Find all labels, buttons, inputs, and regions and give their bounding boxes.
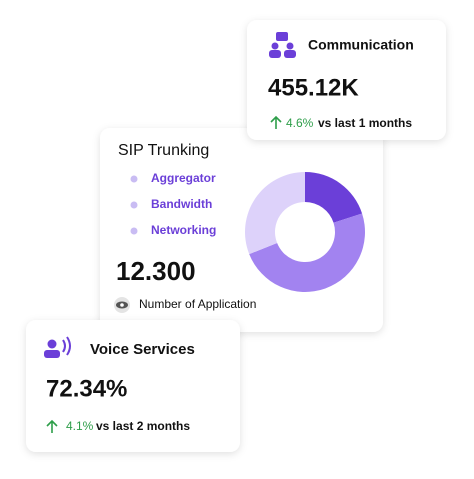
change: 4.1% bbox=[66, 419, 94, 433]
legend-dot bbox=[130, 227, 138, 235]
legend-dot bbox=[130, 175, 138, 183]
legend-dot bbox=[130, 201, 138, 209]
sip-card: SIP Trunking Aggregator Bandwidth Networ… bbox=[100, 128, 383, 332]
voice-icon bbox=[44, 336, 71, 358]
card-bg bbox=[26, 320, 240, 452]
up-arrow bbox=[46, 419, 58, 433]
caption: Number of Application bbox=[139, 297, 256, 311]
donut-segment bbox=[249, 213, 366, 293]
change: 4.6% bbox=[286, 116, 314, 130]
up-arrow bbox=[270, 115, 282, 129]
donut-segment bbox=[305, 172, 363, 223]
card-title: SIP Trunking bbox=[118, 142, 209, 159]
period: vs last 1 months bbox=[318, 116, 412, 130]
voice-card: Voice Services 72.34% 4.1% vs last 2 mon… bbox=[26, 320, 240, 452]
donut-segment bbox=[245, 172, 305, 255]
card-title: Voice Services bbox=[90, 341, 195, 358]
communication-card: Communication 455.12K 4.6% vs last 1 mon… bbox=[247, 20, 446, 140]
donut bbox=[245, 172, 366, 293]
people-icon bbox=[269, 32, 296, 58]
eye-icon bbox=[114, 297, 130, 313]
legend-label: Bandwidth bbox=[151, 197, 212, 211]
metric-value: 12.300 bbox=[116, 256, 196, 286]
card-bg bbox=[247, 20, 446, 140]
metric-value: 72.34% bbox=[46, 375, 127, 402]
legend-label: Networking bbox=[151, 223, 216, 237]
metric-value: 455.12K bbox=[268, 74, 359, 101]
card-title: Communication bbox=[308, 37, 414, 53]
period: vs last 2 months bbox=[96, 419, 190, 433]
legend-label: Aggregator bbox=[151, 171, 216, 185]
